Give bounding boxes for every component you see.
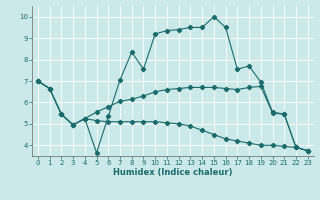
X-axis label: Humidex (Indice chaleur): Humidex (Indice chaleur) — [113, 168, 233, 177]
